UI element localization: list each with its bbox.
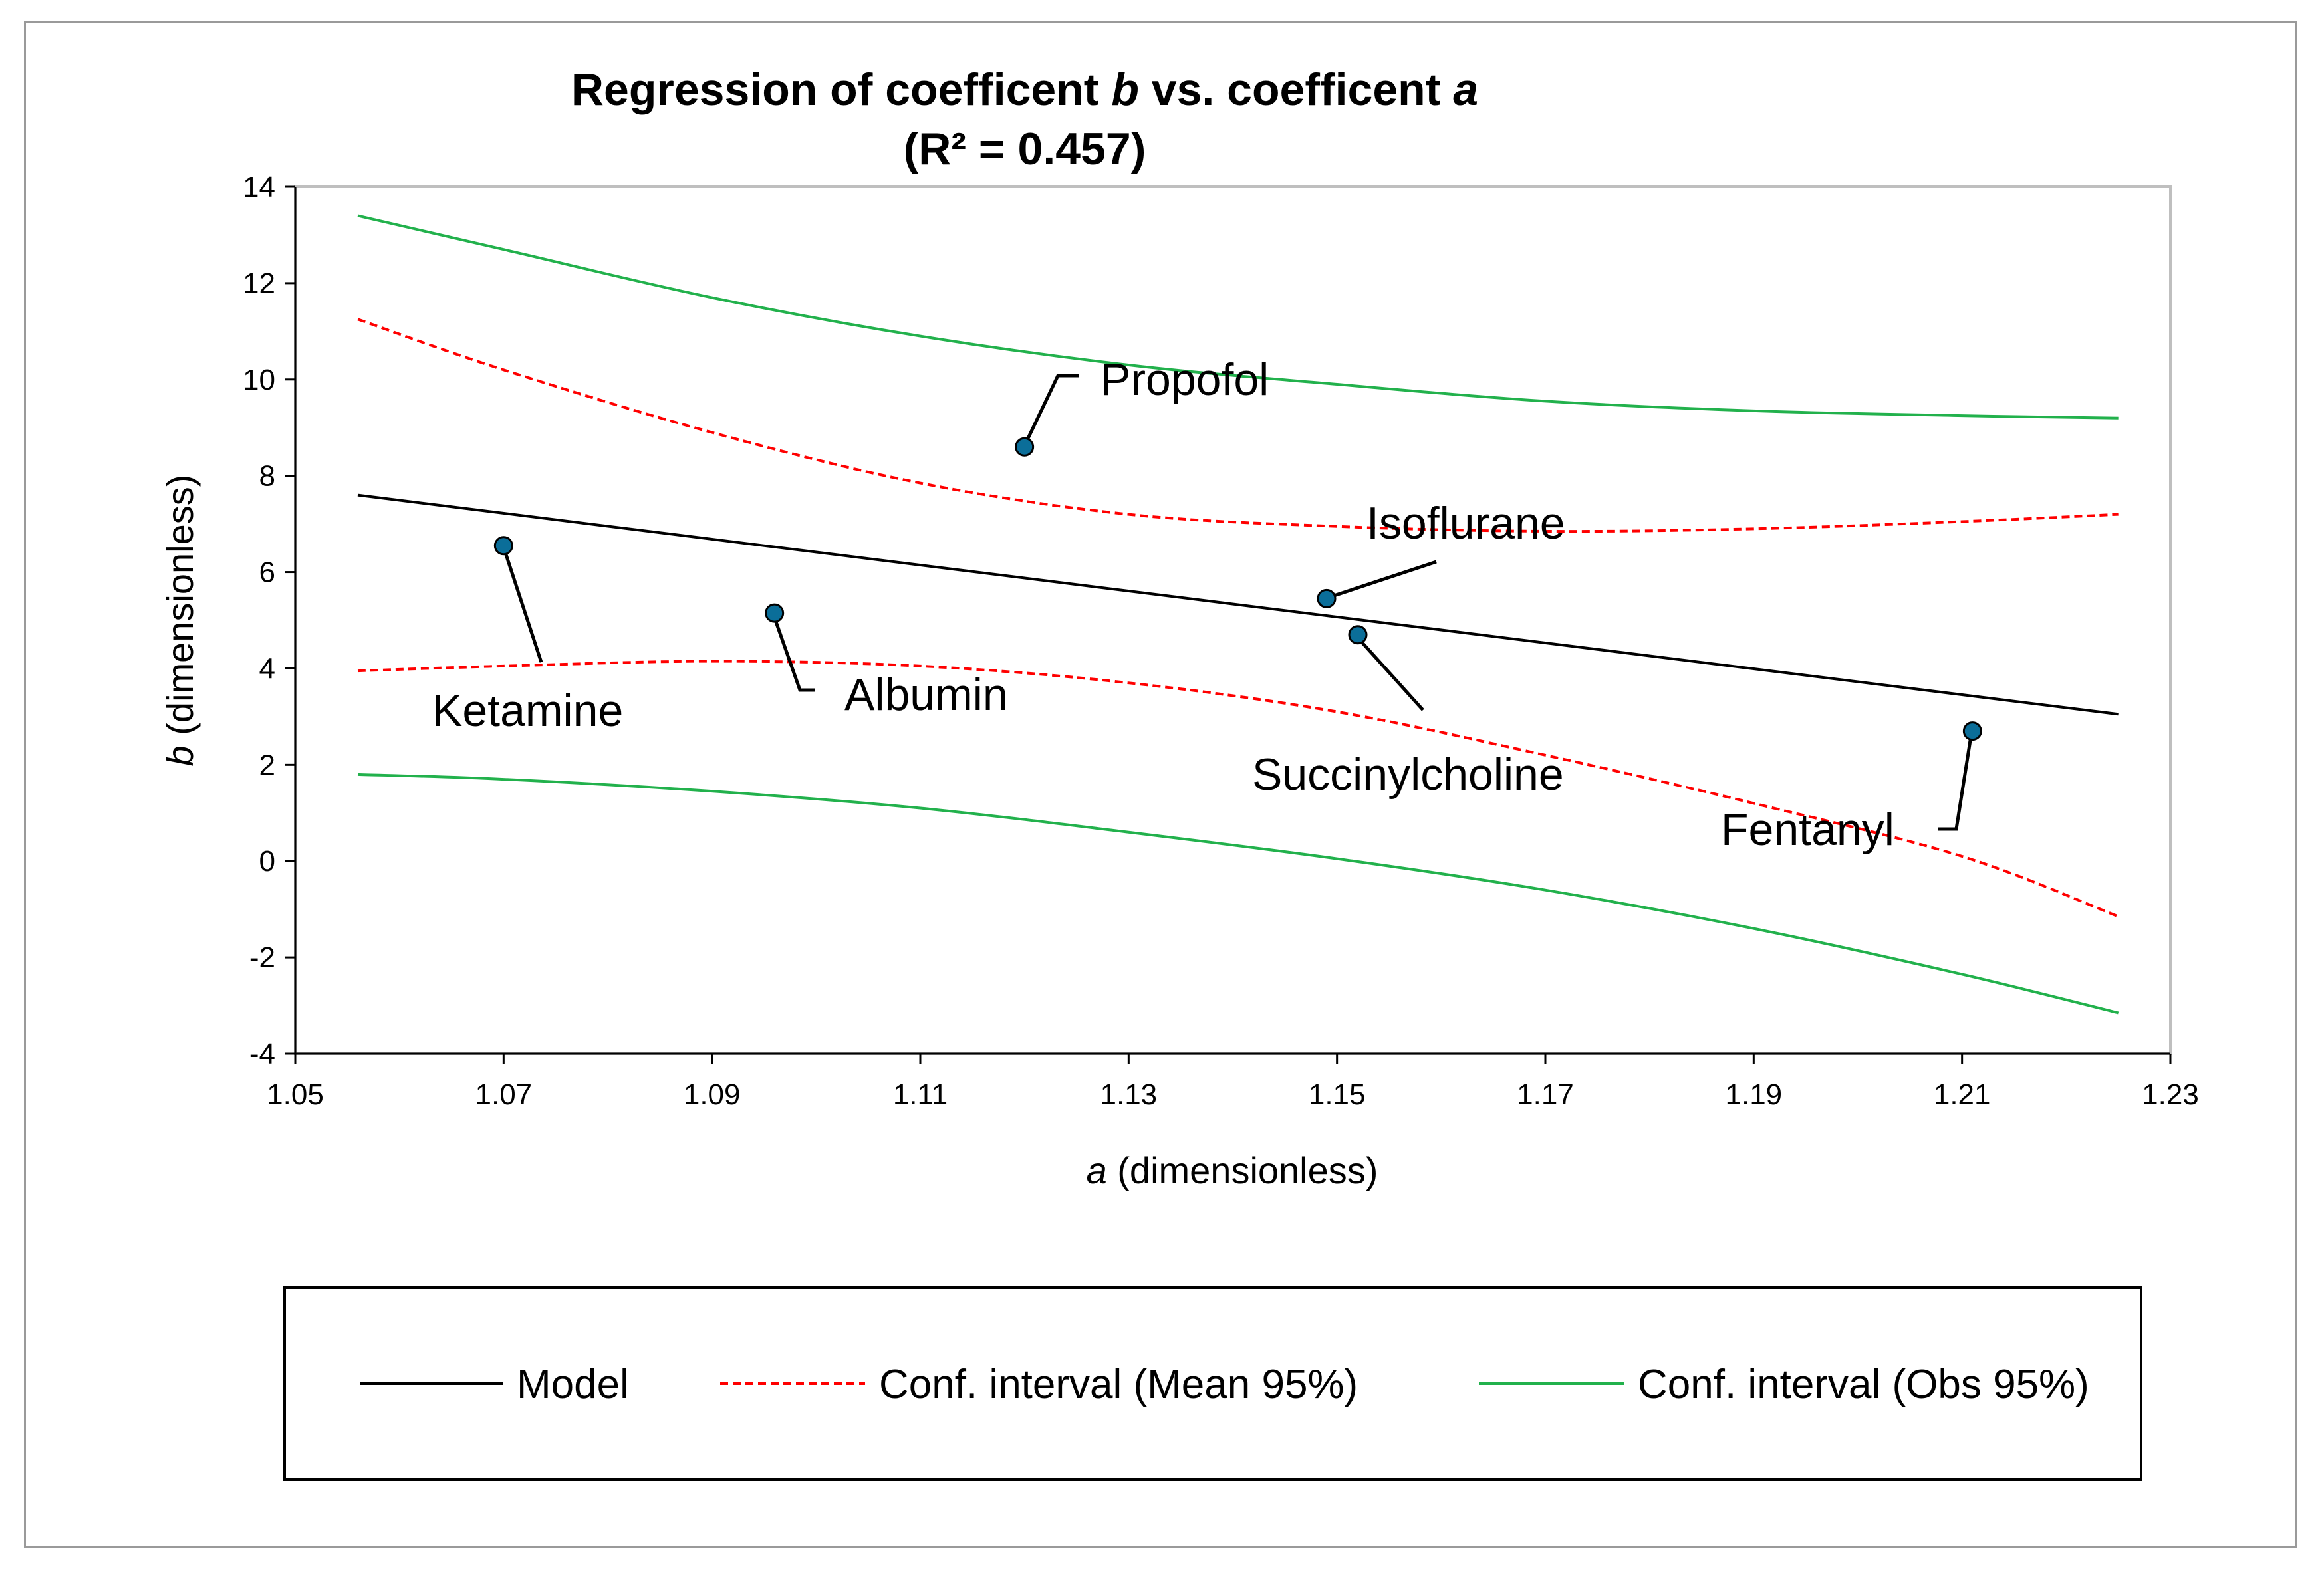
y-tick-label: -4 (249, 1038, 275, 1070)
plot-area-border (294, 185, 2172, 1055)
point-label-isoflurane: Isoflurane (1366, 498, 1565, 548)
chart-title: Regression of coefficent b vs. coefficen… (571, 64, 1478, 115)
x-tick-label: 1.19 (1726, 1078, 1783, 1111)
points-layer (493, 437, 1982, 741)
y-tick-label: 12 (243, 267, 275, 300)
point-label-succinylcholine: Succinylcholine (1252, 749, 1564, 800)
y-axis-label: b (dimensionless) (159, 475, 201, 767)
point-label-albumin: Albumin (844, 669, 1008, 720)
legend-model-label: Model (517, 1362, 629, 1407)
y-tick-label: 14 (243, 171, 275, 203)
legend-box (283, 1286, 2142, 1481)
data-point-fentanyl (1962, 721, 1982, 741)
x-tick-label: 1.07 (475, 1078, 533, 1111)
x-tick-label: 1.09 (684, 1078, 741, 1111)
data-point-albumin (765, 603, 785, 623)
y-tick-label: 6 (259, 556, 275, 589)
y-tick-label: 8 (259, 460, 275, 493)
chart-subtitle: (R² = 0.457) (904, 124, 1146, 174)
point-label-fentanyl: Fentanyl (1721, 804, 1894, 855)
y-tick-label: 2 (259, 749, 275, 781)
x-tick-label: 1.17 (1517, 1078, 1574, 1111)
obs-ci-line-lower (357, 773, 2119, 1015)
axes: -4 -2 0 2 4 6 8 10 12 14 1.05 1.07 1.09 1.11 1.13 1.15 1… (243, 171, 2199, 1111)
x-tick-label: 1.11 (893, 1078, 948, 1111)
y-tick-label: -2 (249, 941, 275, 974)
x-tick-label: 1.15 (1309, 1078, 1366, 1111)
obs-ci-line-upper (357, 214, 2119, 420)
leader-ketamine (501, 546, 543, 663)
data-point-ketamine (493, 536, 513, 556)
y-tick-label: 10 (243, 364, 275, 396)
legend-mean-ci-label: Conf. interval (Mean 95%) (879, 1362, 1358, 1407)
leader-fentanyl (1938, 731, 1974, 831)
data-point-propofol (1015, 437, 1035, 457)
data-point-succinylcholine (1348, 625, 1368, 645)
x-tick-label: 1.05 (267, 1078, 324, 1111)
x-tick-label: 1.13 (1100, 1078, 1158, 1111)
leader-albumin (771, 614, 815, 692)
x-tick-label: 1.21 (1934, 1078, 1991, 1111)
leader-isoflurane (1325, 560, 1437, 600)
legend-obs-ci-label: Conf. interval (Obs 95%) (1638, 1362, 2089, 1407)
y-tick-label: 0 (259, 845, 275, 878)
leader-propofol (1022, 374, 1079, 448)
x-axis-label: a (dimensionless) (1087, 1150, 1378, 1191)
y-tick-label: 4 (259, 652, 275, 685)
mean-ci-line-upper (357, 318, 2119, 533)
point-label-ketamine: Ketamine (432, 685, 623, 736)
x-tick-label: 1.23 (2142, 1078, 2199, 1111)
model-line (357, 493, 2119, 716)
mean-ci-line-lower (357, 660, 2119, 918)
point-label-propofol: Propofol (1100, 354, 1269, 405)
point-label-leaders (501, 374, 1974, 831)
series-layer (357, 214, 2119, 1015)
data-point-isoflurane (1317, 588, 1337, 608)
leader-succinylcholine (1355, 635, 1424, 711)
